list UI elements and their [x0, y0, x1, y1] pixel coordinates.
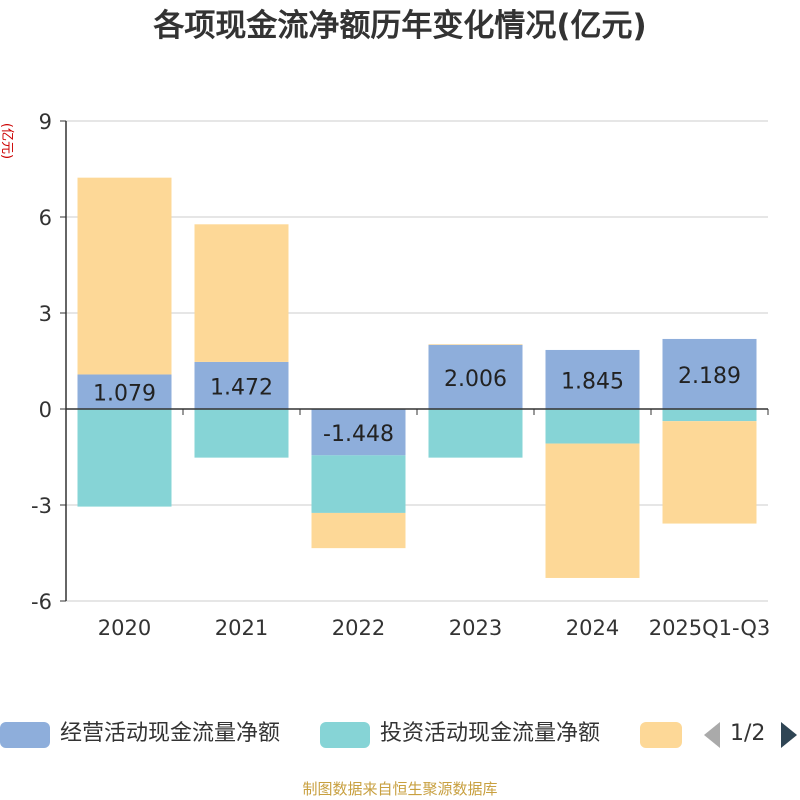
- legend-swatch-operating: [0, 722, 50, 748]
- bar-financing[interactable]: [194, 224, 289, 362]
- legend-page-indicator: 1/2: [730, 721, 766, 746]
- bar-investing[interactable]: [545, 409, 640, 444]
- chart-title: 各项现金流净额历年变化情况(亿元): [153, 8, 647, 44]
- bar-financing[interactable]: [77, 177, 172, 375]
- bar-financing[interactable]: [311, 512, 406, 549]
- bar-investing[interactable]: [77, 409, 172, 507]
- source-note: 制图数据来自恒生聚源数据库: [302, 780, 498, 798]
- x-tick-label: 2025Q1-Q3: [649, 616, 771, 640]
- bar-financing[interactable]: [428, 344, 523, 345]
- bar-financing[interactable]: [545, 443, 640, 578]
- y-tick-label: -3: [31, 494, 52, 518]
- bar-operating[interactable]: [194, 361, 289, 409]
- y-tick-label: 3: [39, 302, 52, 326]
- x-tick-label: 2021: [215, 616, 268, 640]
- bar-investing[interactable]: [662, 409, 757, 422]
- legend-swatch-investing: [320, 722, 370, 748]
- legend-label-operating: 经营活动现金流量净额: [60, 721, 281, 746]
- legend-label-investing: 投资活动现金流量净额: [380, 721, 601, 746]
- bar-operating[interactable]: [311, 409, 406, 456]
- x-tick-label: 2024: [566, 616, 619, 640]
- data-label: -1.448: [323, 422, 394, 447]
- bar-investing[interactable]: [311, 455, 406, 513]
- legend-swatch-financing: [640, 722, 682, 748]
- legend-prev-icon[interactable]: [702, 720, 722, 750]
- y-tick-label: 0: [39, 398, 52, 422]
- x-tick-label: 2023: [449, 616, 502, 640]
- data-label: 2.189: [678, 364, 741, 389]
- data-label: 1.079: [93, 382, 156, 407]
- bar-operating[interactable]: [662, 338, 757, 409]
- bar-operating[interactable]: [77, 374, 172, 409]
- bar-investing[interactable]: [194, 409, 289, 458]
- data-label: 1.472: [210, 375, 273, 400]
- y-tick-label: -6: [31, 590, 52, 614]
- x-tick-label: 2020: [98, 616, 151, 640]
- bar-operating[interactable]: [545, 349, 640, 409]
- bar-operating[interactable]: [428, 344, 523, 409]
- data-label: 2.006: [444, 367, 507, 392]
- y-tick-label: 6: [39, 206, 52, 230]
- legend-next-icon[interactable]: [779, 720, 799, 750]
- data-label: 1.845: [561, 369, 624, 394]
- bar-financing[interactable]: [662, 421, 757, 524]
- bar-investing[interactable]: [428, 409, 523, 458]
- x-tick-label: 2022: [332, 616, 385, 640]
- y-tick-label: 9: [39, 110, 52, 134]
